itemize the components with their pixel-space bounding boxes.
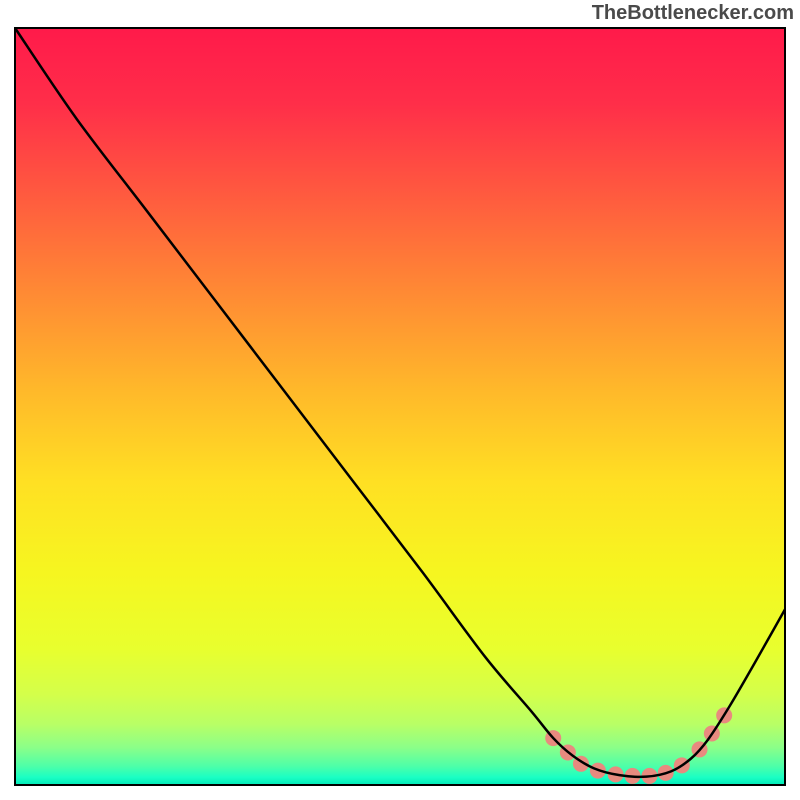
plot-background (15, 28, 785, 785)
chart-svg (0, 0, 800, 800)
chart-container: TheBottlenecker.com (0, 0, 800, 800)
